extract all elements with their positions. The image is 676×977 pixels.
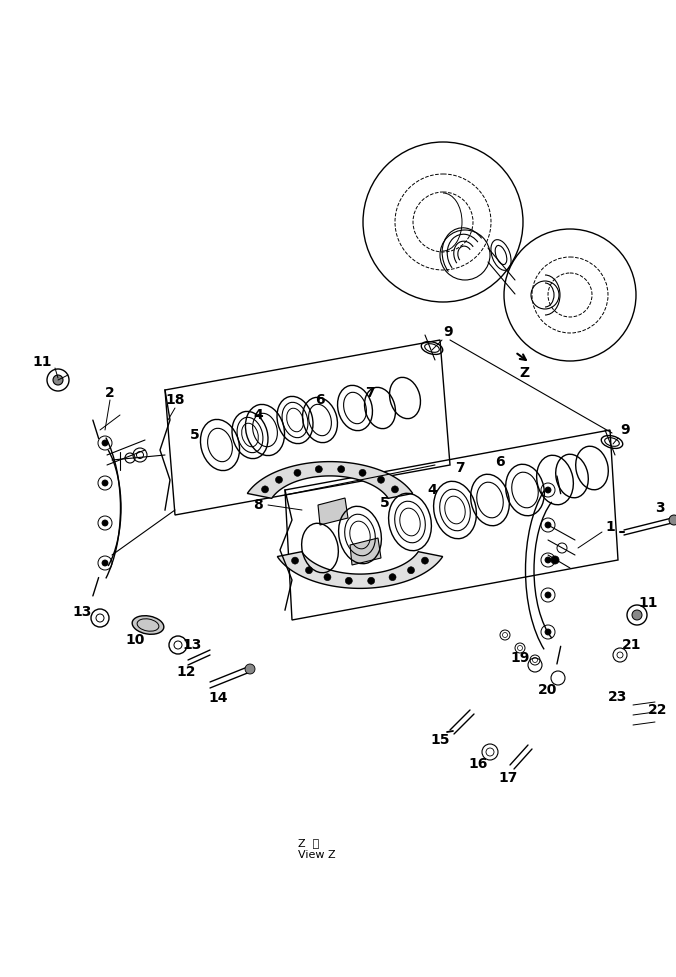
Circle shape [102,520,108,526]
Circle shape [669,515,676,525]
Text: 19: 19 [510,651,530,665]
Text: 18: 18 [165,393,185,407]
Text: 5: 5 [380,496,390,510]
Ellipse shape [132,616,164,634]
Text: View Z: View Z [298,850,335,860]
Text: 22: 22 [648,703,668,717]
Polygon shape [350,538,381,565]
Text: 4: 4 [253,408,263,422]
Text: 23: 23 [608,690,628,704]
Text: 21: 21 [622,638,642,652]
Circle shape [306,567,312,573]
Circle shape [294,469,301,477]
Circle shape [545,629,551,635]
Text: 16: 16 [468,757,487,771]
Text: 9: 9 [443,325,453,339]
Text: 12: 12 [176,665,196,679]
Circle shape [315,466,322,473]
Circle shape [245,664,255,674]
Circle shape [102,440,108,446]
Polygon shape [247,461,412,498]
Text: 11: 11 [32,355,52,369]
Circle shape [545,487,551,493]
Circle shape [102,480,108,486]
Circle shape [551,556,559,564]
Text: 15: 15 [430,733,450,747]
Circle shape [632,610,642,620]
Text: 1: 1 [605,520,615,534]
Circle shape [345,577,352,584]
Text: 11: 11 [638,596,658,610]
Text: 4: 4 [427,483,437,497]
Circle shape [389,573,396,580]
Text: 7: 7 [455,461,465,475]
Circle shape [421,557,429,564]
Circle shape [545,592,551,598]
Circle shape [377,476,385,484]
Polygon shape [277,552,443,588]
Text: 17: 17 [498,771,518,785]
Polygon shape [318,498,348,525]
Text: 8: 8 [253,498,263,512]
Text: Z  矢: Z 矢 [298,838,319,848]
Text: 3: 3 [655,501,665,515]
Text: 10: 10 [125,633,145,647]
Text: 2: 2 [105,386,115,400]
Circle shape [262,486,268,492]
Text: 13: 13 [72,605,92,619]
Text: 6: 6 [496,455,505,469]
Text: 9: 9 [620,423,630,437]
Text: 13: 13 [183,638,201,652]
Circle shape [368,577,375,584]
Text: 14: 14 [208,691,228,705]
Circle shape [545,557,551,563]
Text: Z: Z [519,366,529,380]
Text: 5: 5 [190,428,200,442]
Circle shape [324,573,331,580]
Text: 7: 7 [365,386,375,400]
Text: 6: 6 [315,393,324,407]
Text: 20: 20 [538,683,558,697]
Circle shape [53,375,63,385]
Circle shape [359,469,366,477]
Circle shape [276,476,283,484]
Circle shape [408,567,414,573]
Circle shape [338,466,345,473]
Circle shape [391,486,398,492]
Circle shape [291,557,299,564]
Circle shape [102,560,108,566]
Circle shape [545,522,551,528]
